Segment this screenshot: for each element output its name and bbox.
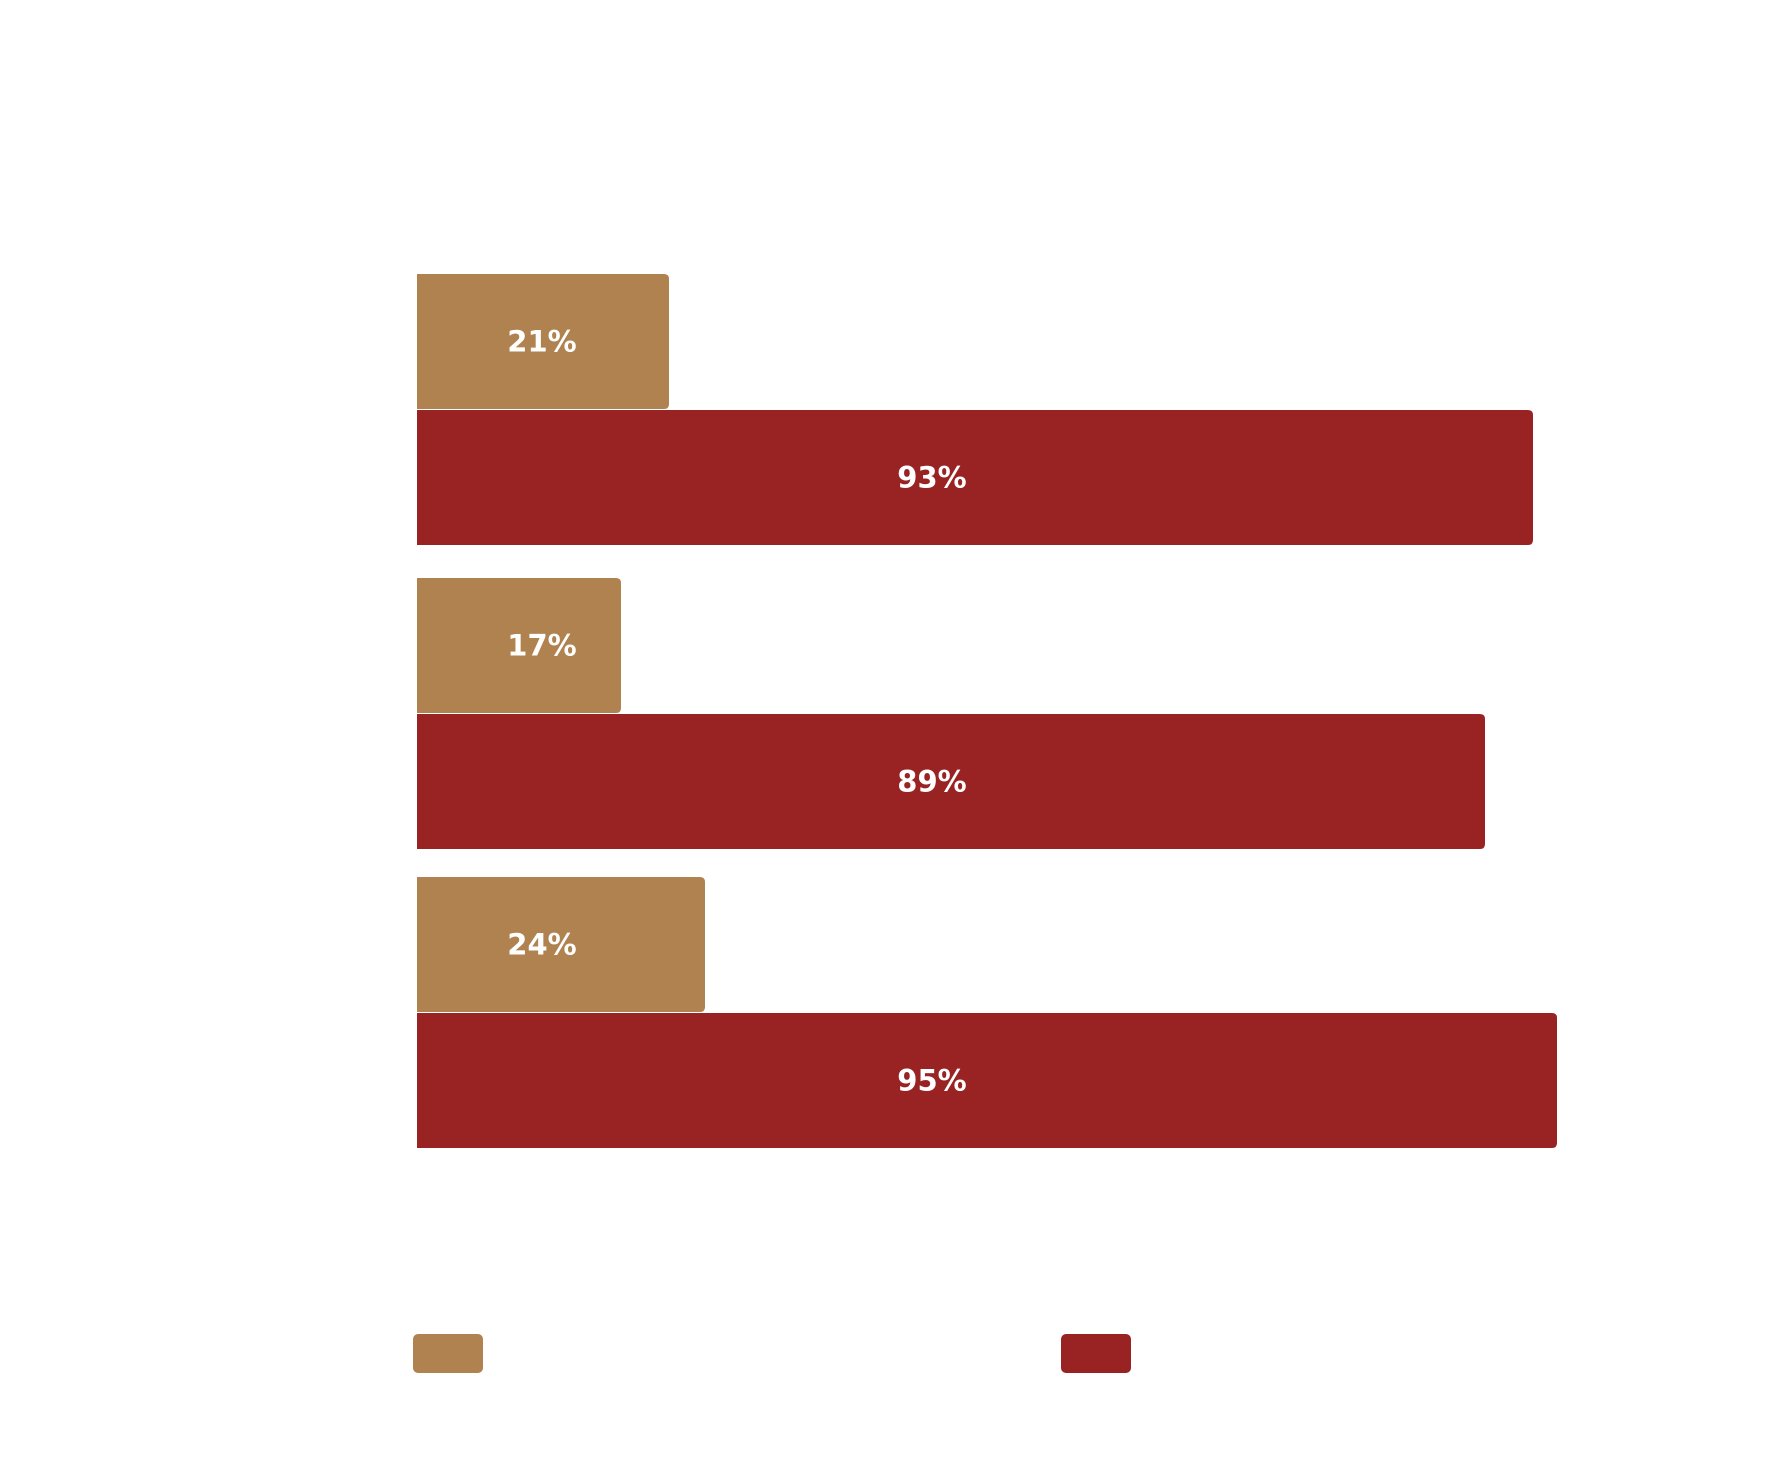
- bar: [417, 274, 669, 409]
- bar: [417, 1013, 1557, 1148]
- data-label: 93%: [897, 461, 966, 495]
- data-label: 21%: [507, 325, 576, 359]
- data-label: 89%: [897, 765, 966, 799]
- data-label: 17%: [507, 629, 576, 663]
- legend-swatch: [1061, 1334, 1131, 1373]
- legend-swatch: [413, 1334, 483, 1373]
- bar: [417, 877, 705, 1012]
- bar: [417, 578, 621, 713]
- bar: [417, 410, 1533, 545]
- data-label: 95%: [897, 1064, 966, 1098]
- bar: [417, 714, 1485, 849]
- data-label: 24%: [507, 928, 576, 962]
